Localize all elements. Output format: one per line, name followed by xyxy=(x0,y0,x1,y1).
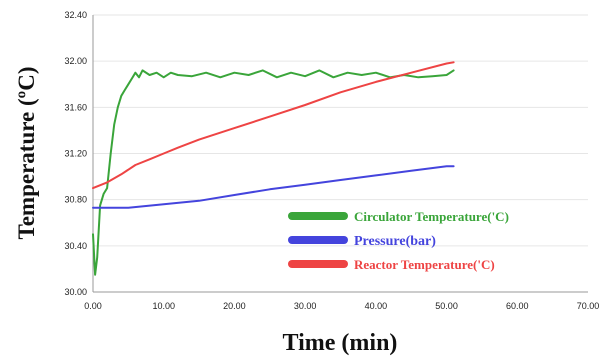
grid-lines xyxy=(93,14,588,247)
legend-pressure: Pressure(bar) xyxy=(354,234,436,249)
x-tick-labels: 0.00 10.00 20.00 30.00 40.00 50.00 60.00 70.00 xyxy=(84,301,599,311)
pressure-line xyxy=(92,165,455,209)
series-lines xyxy=(92,61,455,276)
y-tick-label: 32.00 xyxy=(64,56,87,66)
y-tick-label: 30.40 xyxy=(64,241,87,251)
x-tick-label: 70.00 xyxy=(577,301,600,311)
x-tick-label: 0.00 xyxy=(84,301,102,311)
x-tick-label: 50.00 xyxy=(435,301,458,311)
y-tick-label: 30.80 xyxy=(64,195,87,205)
y-tick-label: 31.20 xyxy=(64,149,87,159)
reactor-temperature-line xyxy=(92,61,455,190)
y-tick-label: 31.60 xyxy=(64,102,87,112)
y-tick-label: 30.00 xyxy=(64,287,87,297)
x-axis-title: Time (min) xyxy=(283,330,398,356)
x-tick-label: 40.00 xyxy=(365,301,388,311)
circulator-temperature-line xyxy=(92,69,455,276)
y-tick-labels: 30.00 30.40 30.80 31.20 31.60 32.00 32.40 xyxy=(64,10,87,297)
x-tick-label: 20.00 xyxy=(223,301,246,311)
legend-reactor-temperature: Reactor Temperature('C) xyxy=(354,257,495,272)
x-tick-label: 30.00 xyxy=(294,301,317,311)
x-tick-label: 60.00 xyxy=(506,301,529,311)
legend-circulator-temperature: Circulator Temperature('C) xyxy=(354,209,509,224)
y-tick-label: 32.40 xyxy=(64,10,87,20)
y-axis-title: Temperature (ºC) xyxy=(14,66,39,239)
x-tick-label: 10.00 xyxy=(152,301,175,311)
legend: Circulator Temperature('C) Pressure(bar) R… xyxy=(288,209,509,272)
